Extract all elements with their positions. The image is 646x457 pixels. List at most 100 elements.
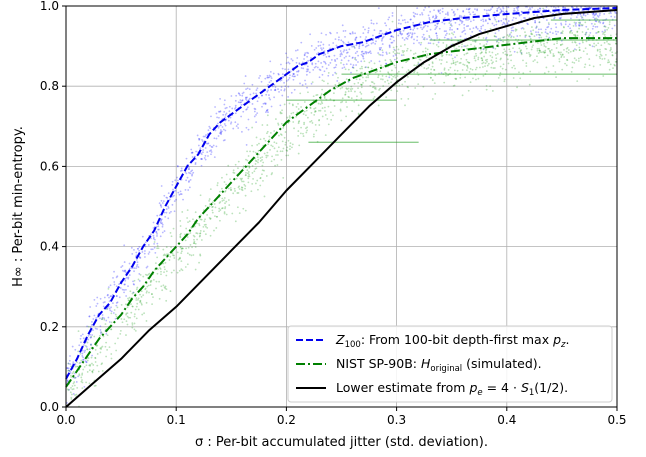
scatter-point (390, 89, 393, 92)
scatter-point (528, 51, 530, 54)
scatter-point (479, 66, 481, 69)
scatter-point (82, 358, 85, 361)
scatter-point (591, 27, 594, 30)
scatter-point (561, 30, 564, 33)
scatter-point (401, 37, 404, 39)
scatter-point (216, 116, 219, 119)
scatter-point (334, 59, 336, 61)
scatter-point (474, 68, 477, 71)
scatter-point (373, 86, 375, 88)
scatter-point (194, 268, 197, 271)
scatter-point (408, 34, 411, 37)
scatter-point (510, 31, 513, 34)
scatter-point (307, 52, 310, 55)
scatter-point (370, 67, 373, 70)
scatter-point (355, 36, 358, 39)
scatter-point (218, 202, 221, 204)
scatter-point (381, 54, 384, 57)
scatter-point (196, 238, 198, 241)
scatter-point (437, 41, 440, 44)
scatter-point (198, 138, 201, 141)
scatter-point (377, 7, 380, 10)
scatter-point (292, 121, 295, 123)
scatter-point (138, 256, 141, 259)
scatter-point (105, 355, 108, 358)
scatter-point (150, 237, 152, 240)
scatter-point (508, 54, 511, 57)
scatter-point (243, 82, 246, 85)
scatter-point (608, 21, 611, 23)
scatter-point (500, 19, 503, 22)
scatter-point (307, 91, 309, 94)
scatter-point (384, 59, 387, 62)
scatter-point (229, 187, 232, 189)
scatter-point (266, 130, 269, 133)
scatter-point (313, 113, 316, 116)
scatter-point (360, 65, 363, 68)
scatter-point (374, 86, 377, 89)
scatter-point (547, 25, 550, 28)
scatter-point (318, 68, 321, 71)
scatter-point (248, 165, 250, 168)
scatter-point (245, 88, 247, 91)
scatter-point (104, 323, 107, 325)
scatter-point (531, 26, 533, 28)
scatter-point (421, 12, 423, 14)
scatter-point (297, 108, 300, 110)
scatter-point (230, 189, 233, 191)
scatter-point (407, 69, 410, 71)
scatter-point (181, 169, 183, 172)
scatter-point (462, 30, 465, 33)
scatter-point (144, 287, 147, 290)
scatter-point (166, 253, 168, 256)
scatter-point (512, 77, 515, 79)
scatter-point (238, 185, 241, 188)
scatter-point (400, 14, 403, 17)
scatter-point (253, 170, 256, 173)
scatter-point (66, 367, 69, 370)
scatter-point (74, 376, 77, 379)
scatter-point (545, 35, 548, 38)
scatter-point (66, 380, 69, 382)
scatter-point (589, 44, 592, 47)
scatter-point (275, 118, 277, 120)
scatter-point (374, 71, 377, 74)
series-line (65, 37, 617, 388)
scatter-point (279, 79, 282, 82)
scatter-point (229, 122, 232, 125)
scatter-point (548, 36, 551, 39)
scatter-point (433, 82, 436, 84)
scatter-point (371, 81, 374, 84)
scatter-point (287, 96, 290, 98)
scatter-point (434, 17, 436, 20)
scatter-point (164, 261, 167, 264)
scatter-point (89, 306, 92, 308)
scatter-point (70, 374, 72, 377)
scatter-point (531, 46, 534, 48)
scatter-point (385, 53, 388, 55)
scatter-point (525, 47, 528, 50)
scatter-point (149, 284, 152, 286)
scatter-point (257, 188, 259, 191)
scatter-point (320, 41, 323, 44)
scatter-point (237, 127, 240, 129)
scatter-point (528, 35, 531, 38)
scatter-point (328, 44, 331, 46)
scatter-point (489, 18, 492, 21)
scatter-point (487, 9, 490, 12)
scatter-point (91, 362, 93, 365)
scatter-point (159, 268, 162, 270)
scatter-point (435, 32, 438, 35)
scatter-point (435, 32, 438, 35)
scatter-point (535, 25, 538, 28)
scatter-point (537, 31, 540, 34)
scatter-point (313, 66, 316, 69)
scatter-point (88, 348, 91, 351)
scatter-point (500, 10, 503, 13)
scatter-point (467, 8, 470, 11)
scatter-point (299, 92, 302, 95)
scatter-point (340, 119, 343, 122)
scatter-point (352, 66, 354, 69)
scatter-point (173, 254, 175, 257)
scatter-point (265, 175, 268, 177)
